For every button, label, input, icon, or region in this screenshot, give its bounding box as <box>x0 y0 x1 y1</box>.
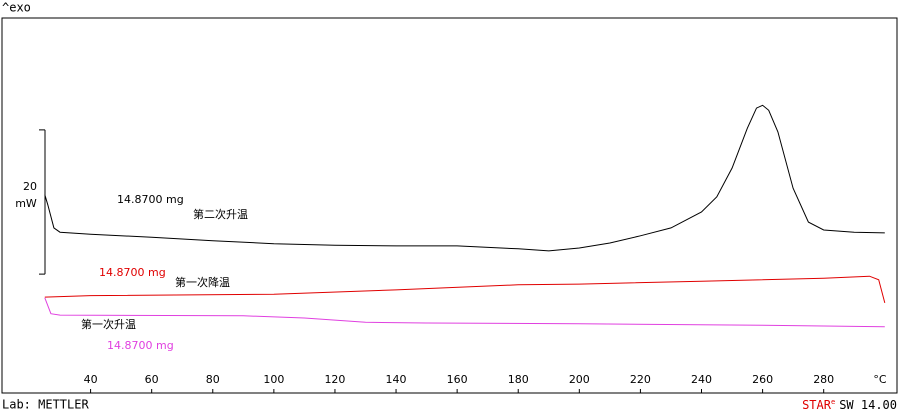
sample-label: 14.8700 mg <box>99 266 166 279</box>
star-e: e <box>831 398 835 406</box>
x-tick-label: 80 <box>206 373 220 386</box>
lab-label: Lab: METTLER <box>2 398 89 412</box>
series-line <box>44 297 885 328</box>
software-label: STARe SW 14.00 <box>802 398 897 412</box>
x-tick-label: 260 <box>752 373 773 386</box>
sw: SW 14.00 <box>839 398 897 412</box>
y-label: ^exo <box>2 1 31 15</box>
x-tick-label: 220 <box>630 373 651 386</box>
x-tick-label: 200 <box>569 373 590 386</box>
series-name: 第一次降温 <box>175 275 230 289</box>
x-tick-label: 140 <box>386 373 407 386</box>
sample-label: 14.8700 mg <box>107 339 174 352</box>
series-name: 第一次升温 <box>81 317 136 331</box>
x-tick-label: 60 <box>145 373 159 386</box>
sample-label: 14.8700 mg <box>117 193 184 206</box>
star: STAR <box>802 398 832 412</box>
x-tick-label: 120 <box>324 373 345 386</box>
y-unit: mW <box>15 197 37 210</box>
plot-frame <box>1 17 898 394</box>
x-tick-label: 240 <box>691 373 712 386</box>
x-tick-label: 40 <box>84 373 98 386</box>
x-tick-label: 280 <box>813 373 834 386</box>
series-name: 第二次升温 <box>193 207 248 221</box>
series-line <box>44 104 885 252</box>
x-tick-label: 100 <box>263 373 284 386</box>
x-tick-label: 180 <box>508 373 529 386</box>
scale-bar-label: 20 <box>23 180 37 193</box>
x-tick-label: 160 <box>447 373 468 386</box>
series-line <box>44 275 886 304</box>
x-unit: °C <box>873 373 887 386</box>
